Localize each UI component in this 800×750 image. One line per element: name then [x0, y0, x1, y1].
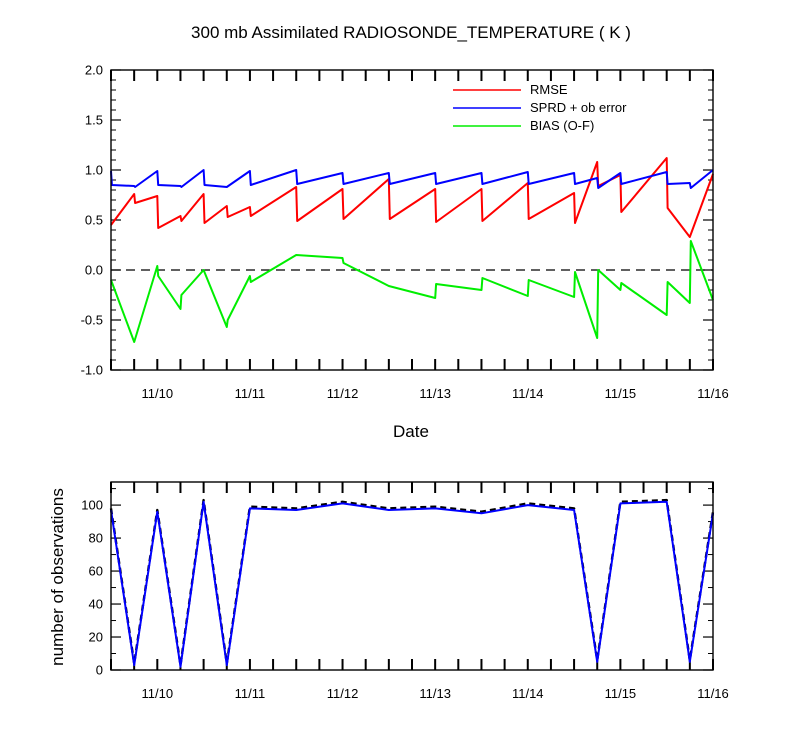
legend-label: SPRD + ob error	[530, 100, 627, 115]
x-tick-label: 11/14	[512, 386, 544, 401]
legend-label: BIAS (O-F)	[530, 118, 594, 133]
chart-title: 300 mb Assimilated RADIOSONDE_TEMPERATUR…	[191, 23, 631, 42]
x-tick-label: 11/15	[605, 686, 637, 701]
plot-frame	[110, 69, 714, 371]
series-line-sprd-ob-error	[110, 169, 714, 189]
series-line-bias-o-f	[110, 240, 714, 343]
x-tick-label: 11/14	[512, 686, 544, 701]
y-tick-label: 60	[89, 564, 103, 579]
bottom-chart: number of observations 11/10 11/11 11/12 11…	[48, 481, 729, 701]
y-tick-label: -1.0	[81, 363, 103, 378]
x-tick-label: 11/13	[419, 686, 451, 701]
y-axis-title: number of observations	[48, 488, 67, 666]
y-tick-label: -0.5	[81, 313, 103, 328]
x-tick-label: 11/11	[235, 386, 266, 401]
legend: RMSE SPRD + ob error BIAS (O-F)	[453, 82, 627, 133]
top-chart: 300 mb Assimilated RADIOSONDE_TEMPERATUR…	[81, 23, 729, 441]
x-tick-label: 11/12	[327, 386, 359, 401]
x-tick-label: 11/13	[419, 386, 451, 401]
y-tick-label: 100	[81, 498, 103, 513]
y-tick-label: 1.5	[85, 113, 103, 128]
y-tick-label: 80	[89, 531, 103, 546]
legend-label: RMSE	[530, 82, 568, 97]
x-tick-label: 11/16	[697, 386, 729, 401]
y-tick-label: 20	[89, 630, 103, 645]
y-tick-label: 0	[96, 663, 103, 678]
x-tick-label: 11/11	[235, 686, 266, 701]
y-tick-label: 2.0	[85, 63, 103, 78]
y-tick-label: 40	[89, 597, 103, 612]
x-axis-title: Date	[393, 422, 429, 441]
x-tick-label: 11/16	[697, 686, 729, 701]
y-tick-label: 0.5	[85, 213, 103, 228]
series-line-rmse	[110, 157, 714, 238]
x-tick-label: 11/10	[142, 386, 174, 401]
x-tick-label: 11/10	[142, 686, 174, 701]
y-tick-label: 0.0	[85, 263, 103, 278]
y-tick-label: 1.0	[85, 163, 103, 178]
x-tick-label: 11/12	[327, 686, 359, 701]
plot-frame	[110, 481, 714, 671]
series-line-used	[110, 500, 714, 668]
x-tick-label: 11/15	[605, 386, 637, 401]
